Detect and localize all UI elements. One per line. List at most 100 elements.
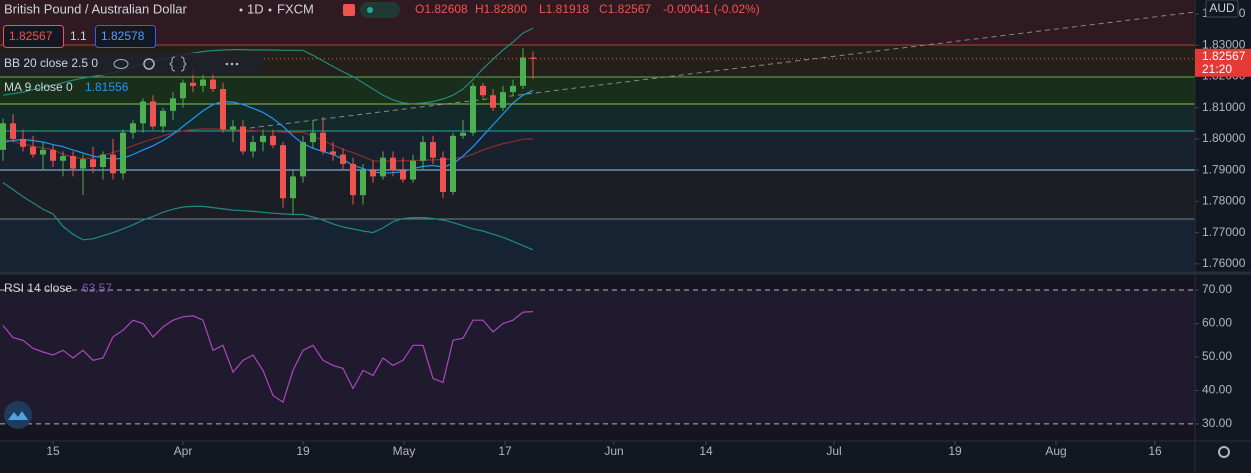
candle-body xyxy=(80,159,86,169)
x-tick-label: Aug xyxy=(1045,444,1066,458)
candle-body xyxy=(120,132,126,174)
candle-body xyxy=(410,160,416,180)
currency-button[interactable] xyxy=(1205,0,1239,18)
source: FXCM xyxy=(277,1,314,16)
y-tick-label: 1.83000 xyxy=(1202,37,1246,51)
zone xyxy=(0,170,1195,219)
candle-body xyxy=(460,132,466,136)
x-tick-label: 17 xyxy=(498,444,512,458)
candle-body xyxy=(440,157,446,193)
x-tick-label: 15 xyxy=(46,444,60,458)
market-status-icon[interactable] xyxy=(343,4,355,16)
candle-body xyxy=(290,176,296,199)
bb-legend-bg xyxy=(0,53,262,75)
rsi-value: 63.57 xyxy=(82,281,112,295)
sell-price: 1.82567 xyxy=(9,29,53,43)
candle-body xyxy=(430,142,436,158)
source-code-icon[interactable] xyxy=(169,56,187,72)
candle-body xyxy=(270,135,276,146)
ma-value: 1.81556 xyxy=(85,80,129,94)
candle-body xyxy=(210,79,216,89)
candle-body xyxy=(380,157,386,177)
symbol: British Pound / Australian Dollar xyxy=(4,1,187,16)
x-tick-label: May xyxy=(393,444,416,458)
candle-body xyxy=(500,92,506,108)
ohlc-low: L1.81918 xyxy=(539,2,589,16)
candle-body xyxy=(310,132,316,143)
last-price-label-bg xyxy=(1195,48,1251,77)
rsi-band xyxy=(0,290,1195,424)
y-tick-label: 30.00 xyxy=(1202,416,1232,430)
x-tick-label: Apr xyxy=(174,444,193,458)
more-icon[interactable] xyxy=(225,62,239,66)
y-tick-label: 1.77000 xyxy=(1202,225,1246,239)
candle-body xyxy=(110,154,116,174)
candle-body xyxy=(180,82,186,99)
candle-body xyxy=(70,156,76,169)
currency: AUD xyxy=(1209,1,1235,15)
countdown: 21:20 xyxy=(1202,62,1232,76)
separator-dot xyxy=(239,8,243,12)
settings-icon[interactable] xyxy=(143,58,155,70)
candle-body xyxy=(0,123,6,150)
zone xyxy=(0,104,1195,131)
plot xyxy=(0,27,1195,425)
settings-gear[interactable] xyxy=(1218,446,1230,458)
candle-body xyxy=(360,170,366,196)
candle-body xyxy=(530,57,536,59)
zone xyxy=(0,131,1195,170)
last-price-label: 1.82567 xyxy=(1202,49,1246,63)
visibility-icon[interactable] xyxy=(113,59,129,69)
candle-body xyxy=(250,142,256,152)
candle-body xyxy=(420,142,426,161)
candle-body xyxy=(230,126,236,130)
candle-body xyxy=(480,85,486,96)
candle-body xyxy=(160,110,166,127)
candle-body xyxy=(490,95,496,108)
zone xyxy=(0,0,1195,45)
y-tick-label: 1.81000 xyxy=(1202,100,1246,114)
candle-body xyxy=(520,57,526,86)
ma-legend[interactable]: MA 9 close 0 xyxy=(4,80,73,94)
candle-body xyxy=(190,82,196,86)
candle-body xyxy=(350,163,356,196)
candle-body xyxy=(20,138,26,147)
candle-body xyxy=(320,132,326,152)
rsi-legend[interactable]: RSI 14 close xyxy=(4,281,72,295)
candle-body xyxy=(10,123,16,139)
bb-legend[interactable]: BB 20 close 2.5 0 xyxy=(4,56,98,70)
candle-body xyxy=(40,149,46,155)
indicator-line xyxy=(2,27,534,105)
candle-body xyxy=(30,146,36,155)
ohlc-change: -0.00041 (-0.02%) xyxy=(663,2,760,16)
candle-body xyxy=(280,145,286,199)
candle-body xyxy=(140,101,146,124)
trend-line xyxy=(249,11,1196,129)
y-tick-label: 70.00 xyxy=(1202,282,1232,296)
candle-body xyxy=(330,151,336,155)
ohlc-open: O1.82608 xyxy=(415,2,468,16)
candle-body xyxy=(390,157,396,171)
interval[interactable]: 1D xyxy=(247,1,264,16)
buy-button[interactable] xyxy=(95,25,156,48)
candle-body xyxy=(130,123,136,133)
candle-body xyxy=(340,154,346,164)
y-tick-label: 40.00 xyxy=(1202,383,1232,397)
candle-body xyxy=(60,156,66,161)
logo[interactable] xyxy=(4,401,32,429)
x-tick-label: Jul xyxy=(826,444,841,458)
candle-body xyxy=(510,85,516,93)
y-tick-label: 1.76000 xyxy=(1202,256,1246,270)
indicator-line xyxy=(2,182,534,251)
y-tick-label: 1.80000 xyxy=(1202,131,1246,145)
sell-button[interactable] xyxy=(3,25,64,48)
candle-body xyxy=(300,142,306,177)
status-dot xyxy=(367,7,373,13)
zone xyxy=(0,219,1195,271)
data-status-icon[interactable] xyxy=(360,2,400,18)
spread: 1.1 xyxy=(70,29,87,43)
ohlc-close: C1.82567 xyxy=(599,2,651,16)
